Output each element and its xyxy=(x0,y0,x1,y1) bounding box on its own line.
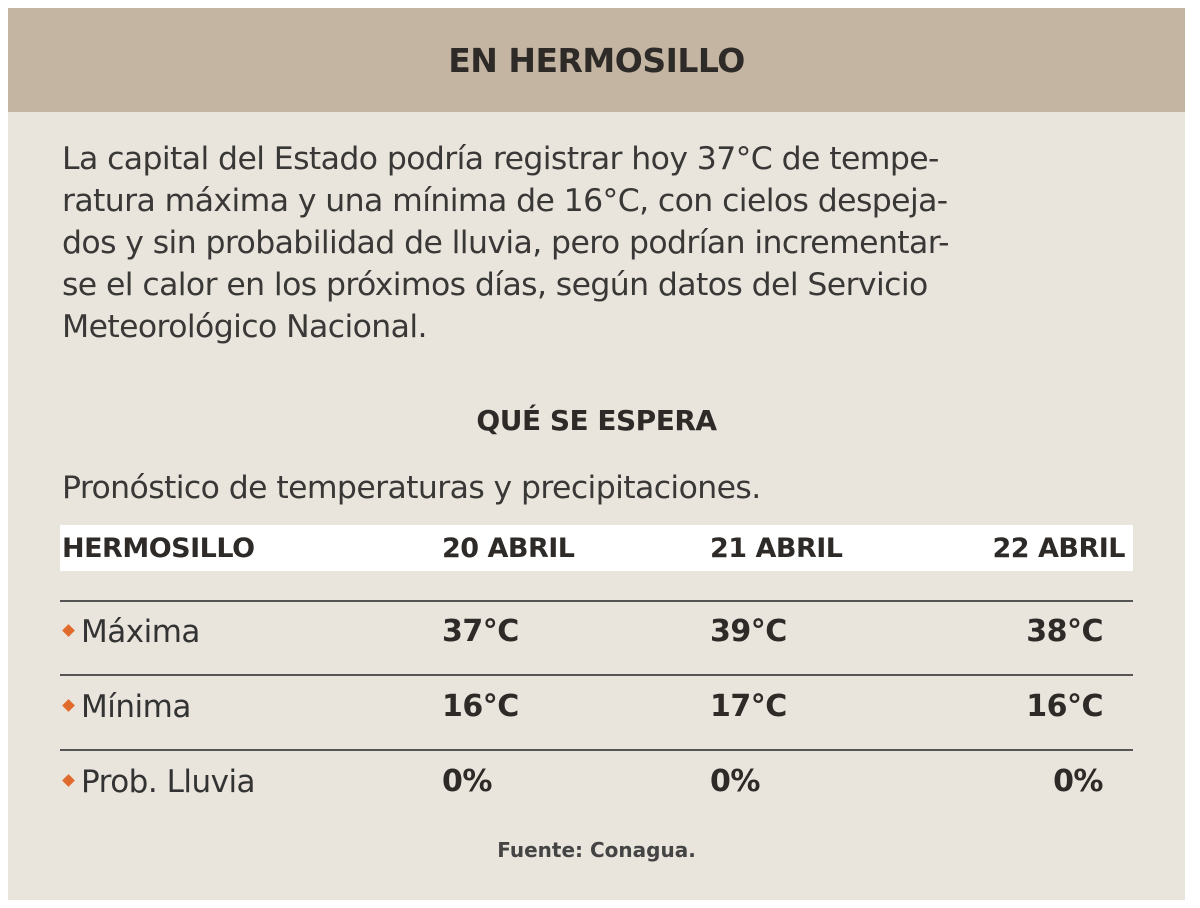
header-day: 20 ABRIL xyxy=(442,533,575,564)
header-city: HERMOSILLO xyxy=(62,533,255,564)
cell: 0% xyxy=(1053,764,1103,799)
cell: 0% xyxy=(442,764,492,799)
cell: 0% xyxy=(710,764,760,799)
table-row: Mínima 16°C 17°C 16°C xyxy=(60,679,1133,739)
row-label: Prob. Lluvia xyxy=(81,764,256,800)
intro-line: Meteorológico Nacional. xyxy=(62,309,428,345)
diamond-bullet-icon xyxy=(62,699,75,712)
cell: 17°C xyxy=(710,689,787,724)
intro-line: ratura máxima y una mínima de 16°C, con … xyxy=(62,183,948,219)
intro-paragraph: La capital del Estado podría registrar h… xyxy=(62,138,1152,348)
table-row: Prob. Lluvia 0% 0% 0% xyxy=(60,754,1133,814)
title: EN HERMOSILLO xyxy=(448,40,745,80)
divider xyxy=(60,674,1133,676)
cell: 37°C xyxy=(442,614,519,649)
cell: 16°C xyxy=(1026,689,1103,724)
intro-line: se el calor en los próximos días, según … xyxy=(62,267,928,303)
cell: 39°C xyxy=(710,614,787,649)
description: Pronóstico de temperaturas y precipitaci… xyxy=(62,470,761,506)
title-bar: EN HERMOSILLO xyxy=(8,8,1185,112)
header-day: 22 ABRIL xyxy=(992,533,1126,564)
intro-line: dos y sin probabilidad de lluvia, pero p… xyxy=(62,225,949,261)
divider xyxy=(60,600,1133,602)
cell: 38°C xyxy=(1026,614,1103,649)
header-day: 21 ABRIL xyxy=(710,533,843,564)
cell: 16°C xyxy=(442,689,519,724)
divider xyxy=(60,749,1133,751)
diamond-bullet-icon xyxy=(62,774,75,787)
table-row: Máxima 37°C 39°C 38°C xyxy=(60,604,1133,664)
row-label: Máxima xyxy=(81,614,200,650)
diamond-bullet-icon xyxy=(62,624,75,637)
table-header: HERMOSILLO 20 ABRIL 21 ABRIL 22 ABRIL xyxy=(60,525,1133,571)
weather-card: EN HERMOSILLO La capital del Estado podr… xyxy=(8,8,1185,900)
row-label: Mínima xyxy=(81,689,191,725)
source-note: Fuente: Conagua. xyxy=(497,838,696,862)
subtitle: QUÉ SE ESPERA xyxy=(476,404,717,437)
intro-line: La capital del Estado podría registrar h… xyxy=(62,141,939,177)
